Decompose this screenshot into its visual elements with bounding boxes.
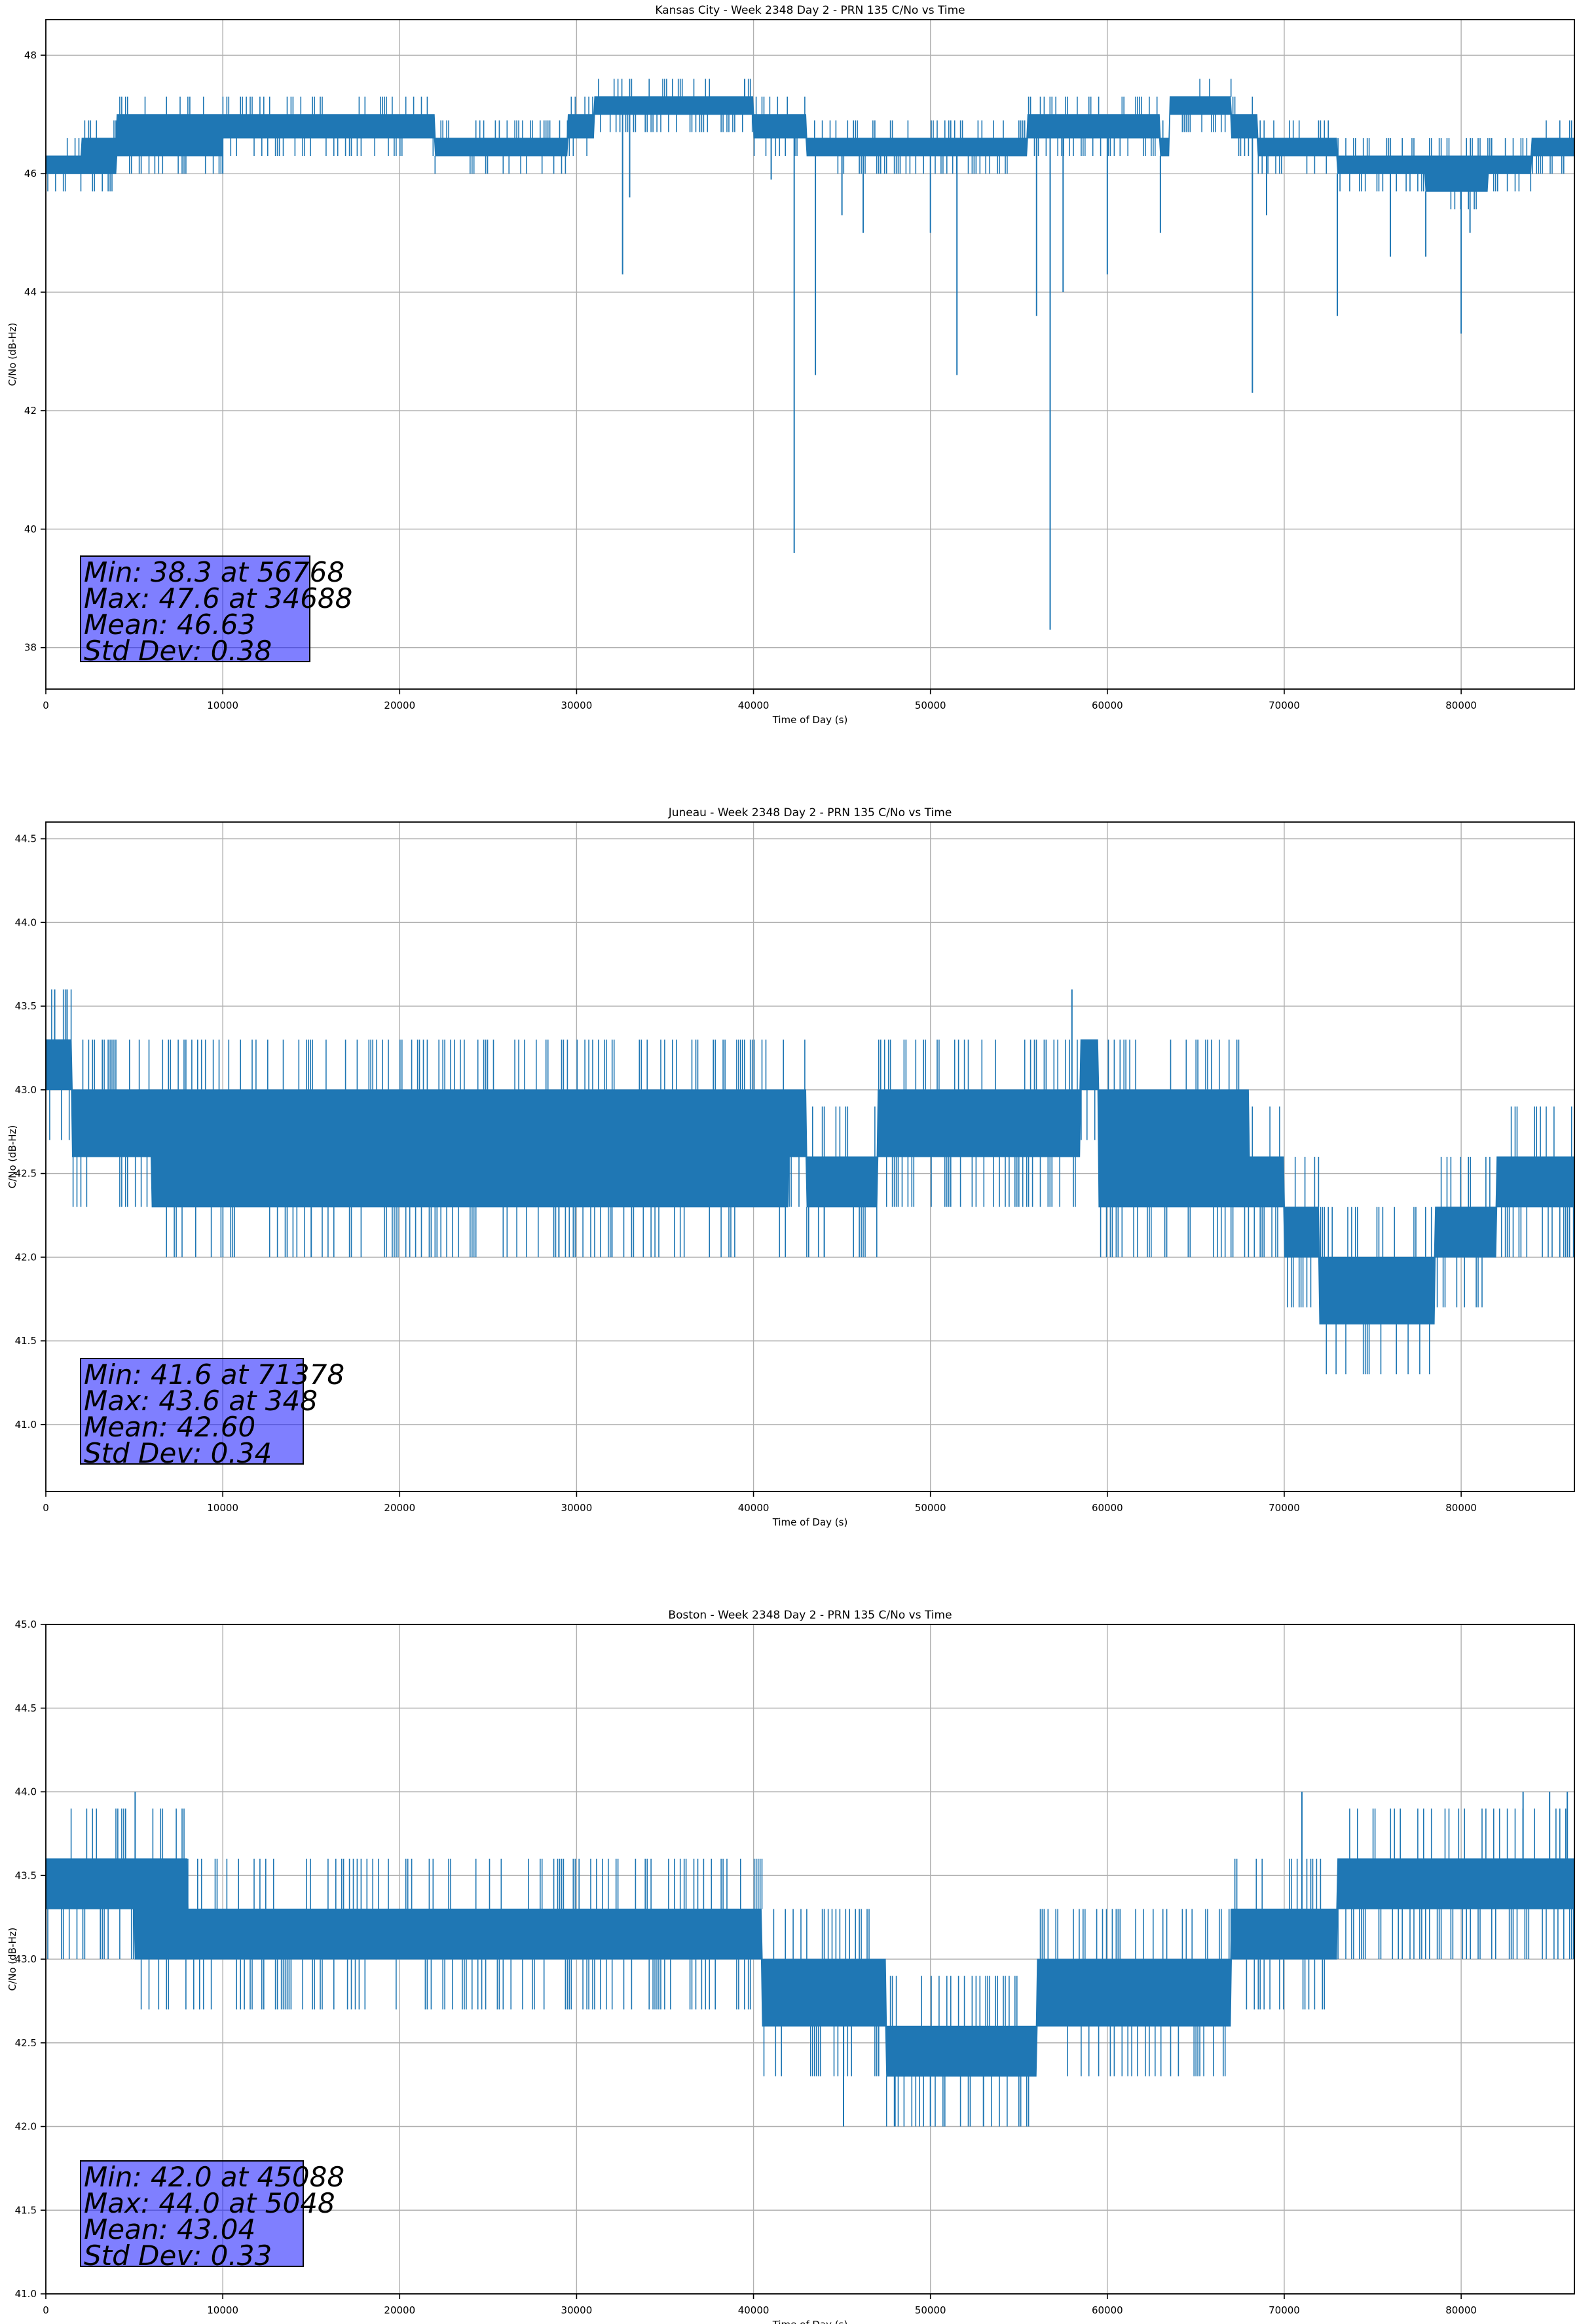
y-tick-label: 44: [24, 286, 37, 298]
y-tick-label: 43.5: [15, 1000, 37, 1012]
y-axis-label: C/No (dB-Hz): [7, 1125, 18, 1189]
x-tick-label: 0: [43, 700, 49, 711]
y-tick-label: 42.5: [15, 1168, 37, 1180]
y-tick-label: 44.5: [15, 833, 37, 845]
x-tick-label: 60000: [1092, 2304, 1123, 2316]
x-tick-label: 30000: [561, 2304, 593, 2316]
chart-title: Boston - Week 2348 Day 2 - PRN 135 C/No …: [668, 1609, 952, 1622]
axes-frame: [45, 19, 1575, 690]
y-tick-label: 41.5: [15, 2204, 37, 2216]
y-tick-label: 44.0: [15, 916, 37, 928]
stats-line: Mean: 46.63: [84, 609, 256, 641]
chart-2: 0 10000 20000 30000 40000 50000 60000 70000 8000…: [7, 1609, 1575, 2324]
x-tick-label: 30000: [561, 1502, 593, 1514]
axes-frame: [45, 821, 1575, 1492]
x-tick-label: 70000: [1269, 2304, 1300, 2316]
y-axis-label: C/No (dB-Hz): [7, 323, 18, 386]
stats-line: Max: 44.0 at 5048: [84, 2187, 335, 2219]
y-tick-label: 43.0: [15, 1084, 37, 1096]
series-band: [45, 1039, 1575, 1324]
x-tick-label: 0: [43, 1502, 49, 1514]
x-tick-label: 20000: [384, 1502, 415, 1514]
y-tick-label: 41.0: [15, 1419, 37, 1431]
x-tick-label: 10000: [207, 700, 238, 711]
x-tick-label: 40000: [738, 1502, 770, 1514]
y-tick-label: 42.0: [15, 2121, 37, 2133]
y-tick-label: 48: [24, 49, 37, 61]
chart-0: 0 10000 20000 30000 40000 50000 60000 70000 8000…: [7, 4, 1575, 726]
x-axis-label: Time of Day (s): [772, 1516, 848, 1528]
y-axis-label: C/No (dB-Hz): [7, 1928, 18, 1991]
x-tick-label: 80000: [1445, 1502, 1477, 1514]
x-tick-label: 50000: [915, 1502, 946, 1514]
y-tick-label: 44.5: [15, 1702, 37, 1714]
stats-box: Min: 38.3 at 56768 Max: 47.6 at 34688 Mean…: [80, 555, 353, 667]
y-tick-label: 43.0: [15, 1953, 37, 1965]
y-tick-label: 44.0: [15, 1786, 37, 1798]
x-tick-label: 40000: [738, 2304, 770, 2316]
x-axis-label: Time of Day (s): [772, 714, 848, 726]
stats-line: Min: 38.3 at 56768: [84, 556, 345, 588]
y-tick-label: 38: [24, 642, 37, 654]
y-tick-label: 42.5: [15, 2037, 37, 2049]
x-tick-label: 30000: [561, 700, 593, 711]
x-tick-label: 70000: [1269, 1502, 1300, 1514]
x-tick-label: 80000: [1445, 700, 1477, 711]
y-tick-label: 45.0: [15, 1619, 37, 1630]
y-tick-label: 43.5: [15, 1869, 37, 1881]
x-tick-label: 50000: [915, 700, 946, 711]
stats-line: Std Dev: 0.33: [84, 2240, 272, 2272]
stats-line: Std Dev: 0.34: [84, 1437, 272, 1469]
x-tick-label: 0: [43, 2304, 49, 2316]
stats-box: Min: 42.0 at 45088 Max: 44.0 at 5048 Mean:…: [80, 2160, 345, 2272]
series-noise: [49, 989, 1574, 1375]
x-axis-label: Time of Day (s): [772, 2319, 848, 2324]
x-tick-label: 20000: [384, 2304, 415, 2316]
stats-line: Min: 42.0 at 45088: [84, 2161, 345, 2193]
x-tick-label: 70000: [1269, 700, 1300, 711]
y-tick-label: 41.5: [15, 1335, 37, 1347]
x-tick-label: 10000: [207, 1502, 238, 1514]
stats-line: Max: 43.6 at 348: [84, 1385, 318, 1417]
y-tick-label: 41.0: [15, 2288, 37, 2300]
y-tick-label: 42.0: [15, 1251, 37, 1263]
stats-box: Min: 41.6 at 71378 Max: 43.6 at 348 Mean: …: [80, 1358, 345, 1469]
chart-title: Kansas City - Week 2348 Day 2 - PRN 135 …: [655, 4, 965, 17]
x-tick-label: 20000: [384, 700, 415, 711]
x-tick-label: 40000: [738, 700, 770, 711]
stats-line: Mean: 42.60: [84, 1411, 256, 1443]
x-tick-label: 60000: [1092, 700, 1123, 711]
y-tick-label: 42: [24, 405, 37, 417]
stats-line: Max: 47.6 at 34688: [84, 582, 353, 614]
x-tick-label: 80000: [1445, 2304, 1477, 2316]
y-tick-label: 40: [24, 523, 37, 535]
x-tick-label: 50000: [915, 2304, 946, 2316]
stats-line: Std Dev: 0.38: [84, 635, 272, 667]
stats-line: Mean: 43.04: [84, 2213, 256, 2245]
y-tick-label: 46: [24, 168, 37, 179]
stats-line: Min: 41.6 at 71378: [84, 1359, 345, 1391]
axes-frame: [45, 1624, 1575, 2295]
x-tick-label: 60000: [1092, 1502, 1123, 1514]
x-tick-label: 10000: [207, 2304, 238, 2316]
chart-title: Juneau - Week 2348 Day 2 - PRN 135 C/No …: [668, 806, 952, 819]
